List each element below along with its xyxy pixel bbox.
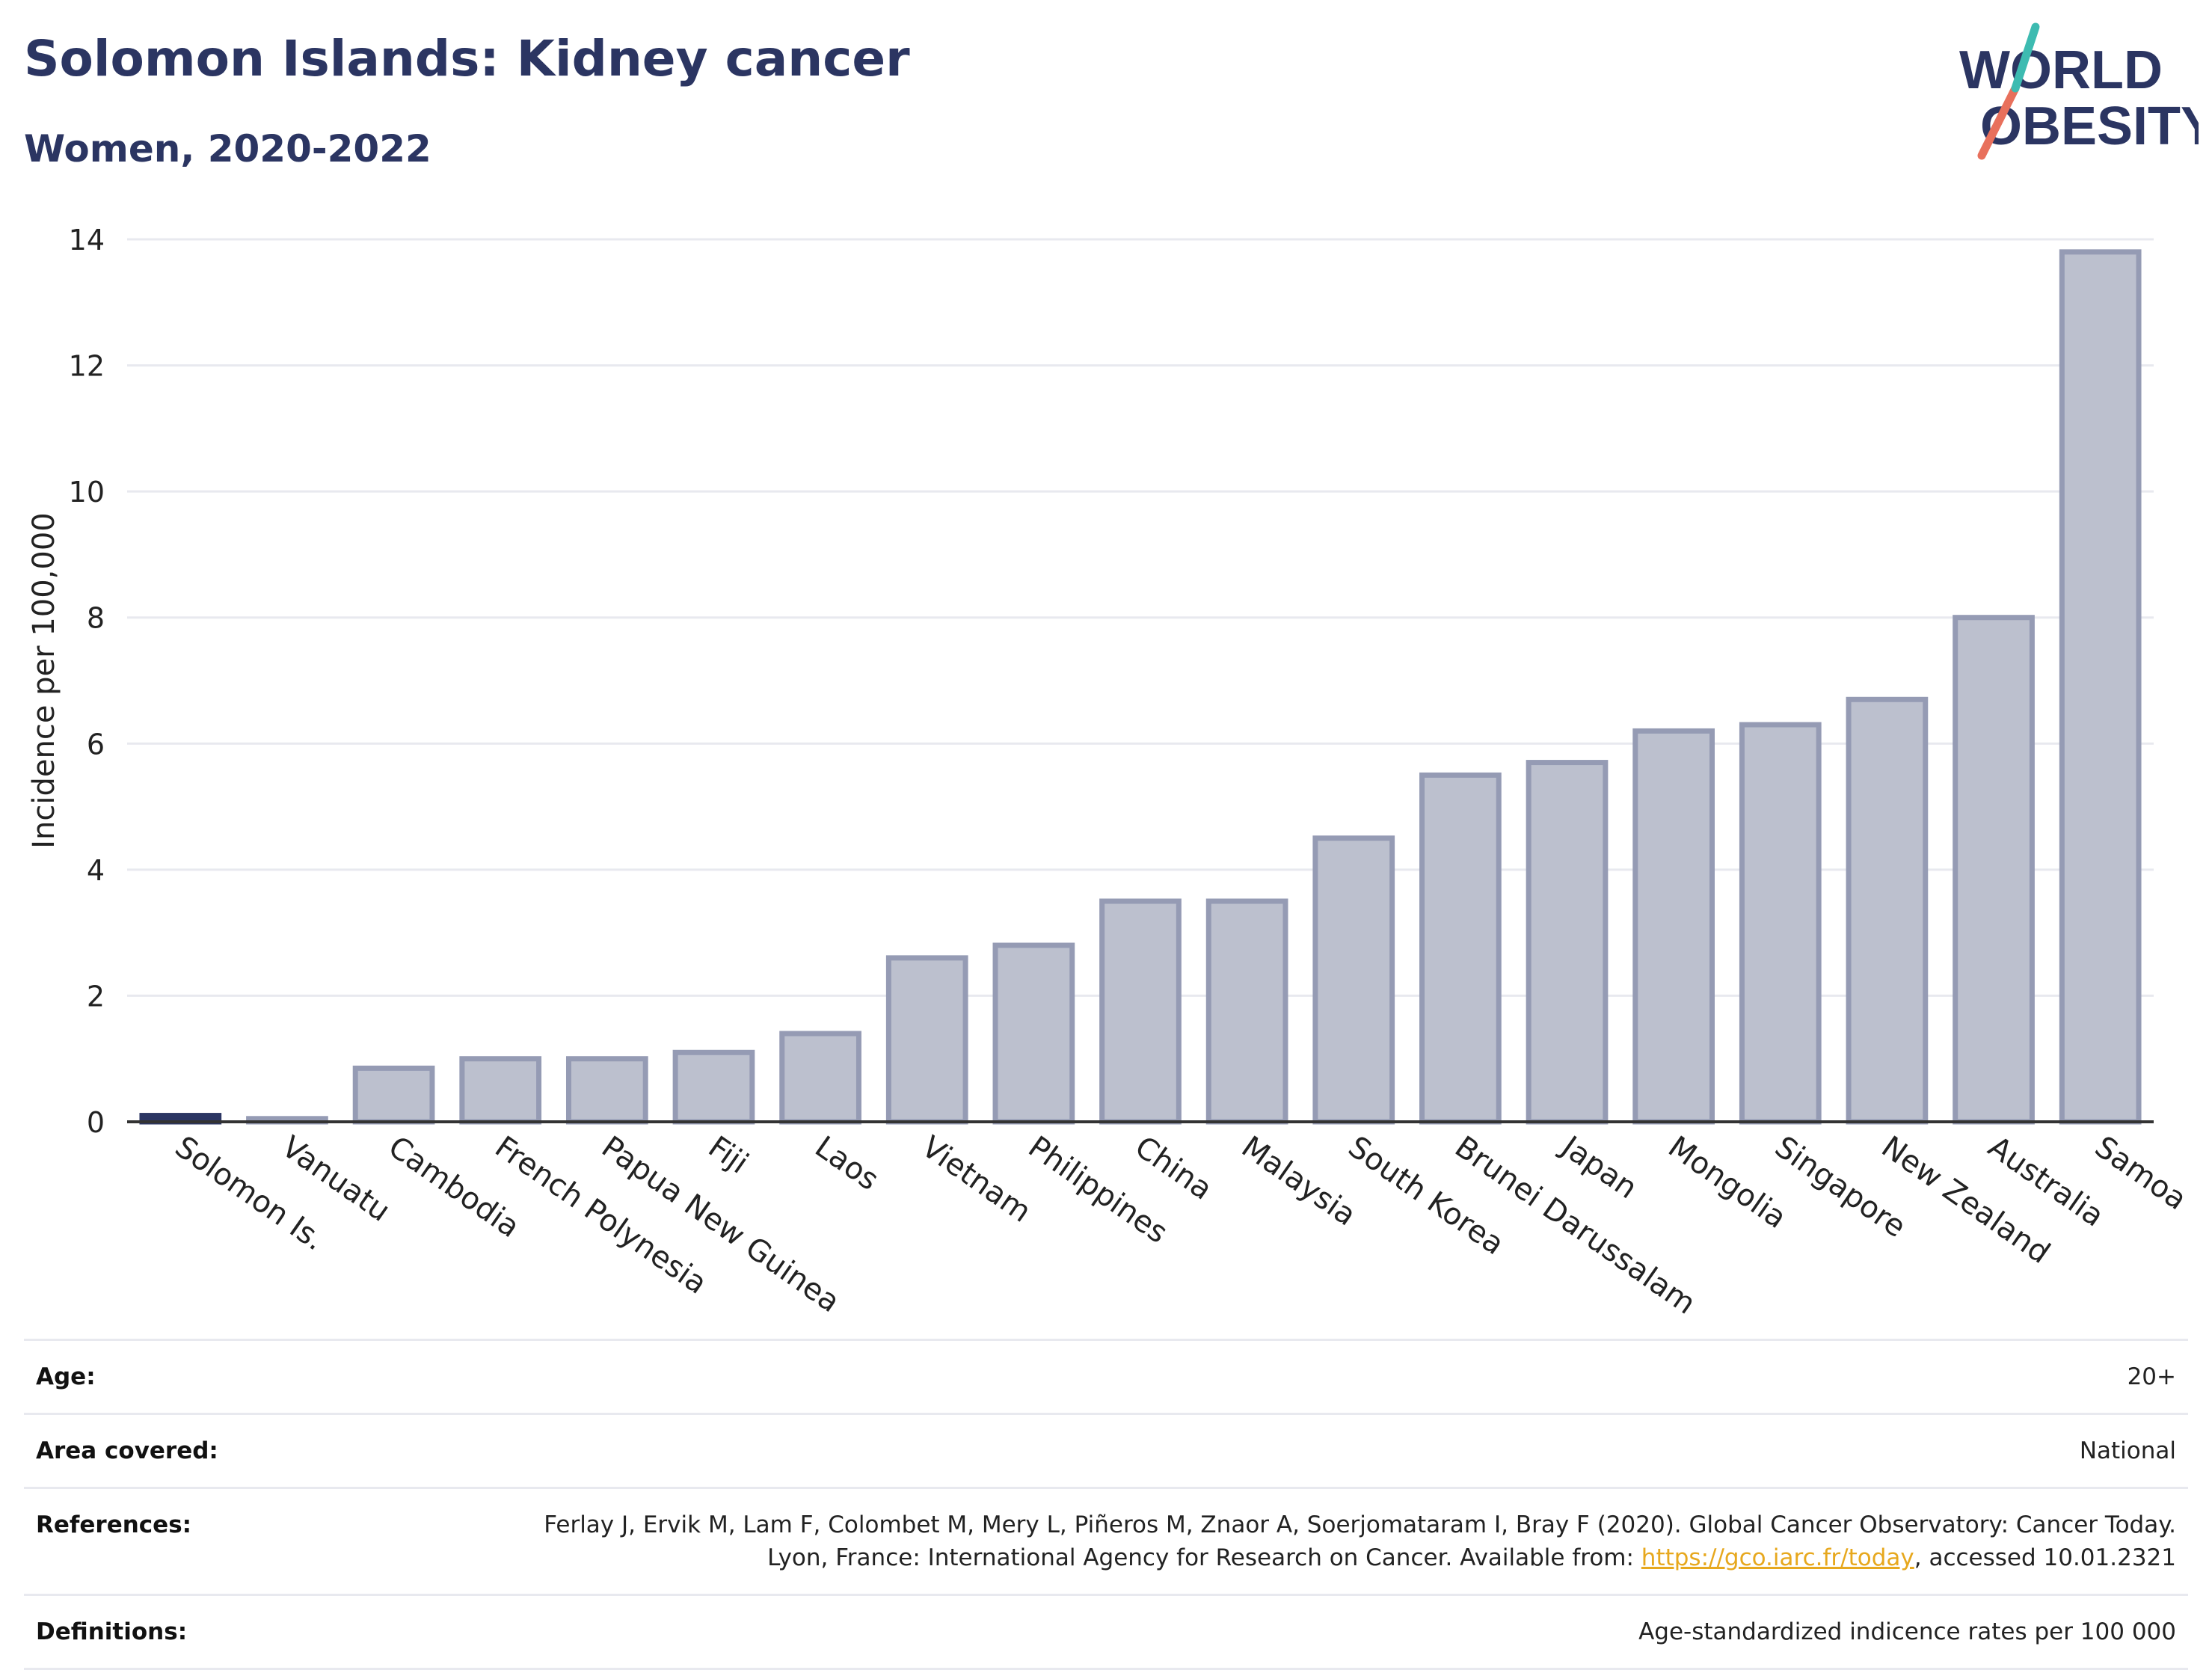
definitions-value: Age-standardized indicence rates per 100… [1638,1618,2176,1645]
x-tick-label: Japan [1553,1129,1643,1206]
references-label: References: [36,1511,192,1538]
bar-papua-new-guinea [565,1056,648,1125]
bar-samoa [2059,249,2142,1125]
bar-malaysia [1205,898,1288,1125]
bar-australia [1953,615,2035,1125]
y-axis-label: Incidence per 100,000 [27,512,61,849]
svg-text:WORLD: WORLD [1959,40,2163,100]
bar-new-zealand [1846,696,1929,1125]
meta-row-area: Area covered: National [24,1413,2188,1487]
area-label: Area covered: [36,1437,218,1464]
bar-south-korea [1312,835,1395,1125]
logo-slash-red [1977,84,2020,160]
bar-china [1099,898,1182,1125]
y-tick-label: 4 [87,854,105,887]
x-tick-label: Fiji [702,1130,755,1181]
references-link[interactable]: https://gco.iarc.fr/today [1641,1544,1914,1571]
chart-subtitle: Women, 2020-2022 [24,127,431,171]
x-tick-label: Malaysia [1235,1130,1362,1233]
bar-mongolia [1632,728,1715,1125]
bar-brunei-darussalam [1419,772,1502,1125]
meta-row-references: References: Ferlay J, Ervik M, Lam F, Co… [24,1487,2188,1594]
bar-laos [779,1031,861,1125]
x-tick-label: Vietnam [915,1130,1037,1230]
bar-singapore [1739,722,1822,1125]
bar-philippines [992,942,1075,1125]
logo-slash-teal [2011,22,2040,93]
bar-japan [1526,760,1609,1125]
bar-vietnam [885,955,968,1125]
meta-row-age: Age: 20+ [24,1339,2188,1413]
references-tail: , accessed 10.01.2321 [1914,1544,2176,1571]
age-label: Age: [36,1363,96,1390]
x-tick-label: Mongolia [1662,1130,1792,1235]
references-text: Ferlay J, Ervik M, Lam F, Colombet M, Me… [544,1511,2176,1571]
y-tick-label: 8 [87,602,105,635]
y-tick-label: 12 [69,350,105,383]
y-tick-label: 2 [87,980,105,1013]
bar-french-polynesia [459,1056,542,1125]
svg-text:OBESITY: OBESITY [1980,96,2199,156]
x-tick-label: Laos [808,1130,885,1198]
y-tick-label: 6 [87,728,105,761]
bar-fiji [672,1049,755,1125]
bar-cambodia [352,1065,435,1125]
world-obesity-logo: WORLD OBESITY [1959,22,2199,160]
area-value: National [2079,1437,2176,1464]
x-tick-label: China [1128,1130,1218,1207]
y-tick-label: 0 [87,1106,105,1139]
y-tick-label: 10 [69,476,105,509]
meta-row-definitions: Definitions: Age-standardized indicence … [24,1594,2188,1670]
references-value: Ferlay J, Ervik M, Lam F, Colombet M, Me… [486,1508,2176,1574]
y-tick-label: 14 [69,224,105,257]
age-value: 20+ [2127,1363,2176,1390]
metadata-table: Age: 20+ Area covered: National Referenc… [24,1339,2188,1670]
chart-title: Solomon Islands: Kidney cancer [24,30,910,88]
definitions-label: Definitions: [36,1618,188,1645]
